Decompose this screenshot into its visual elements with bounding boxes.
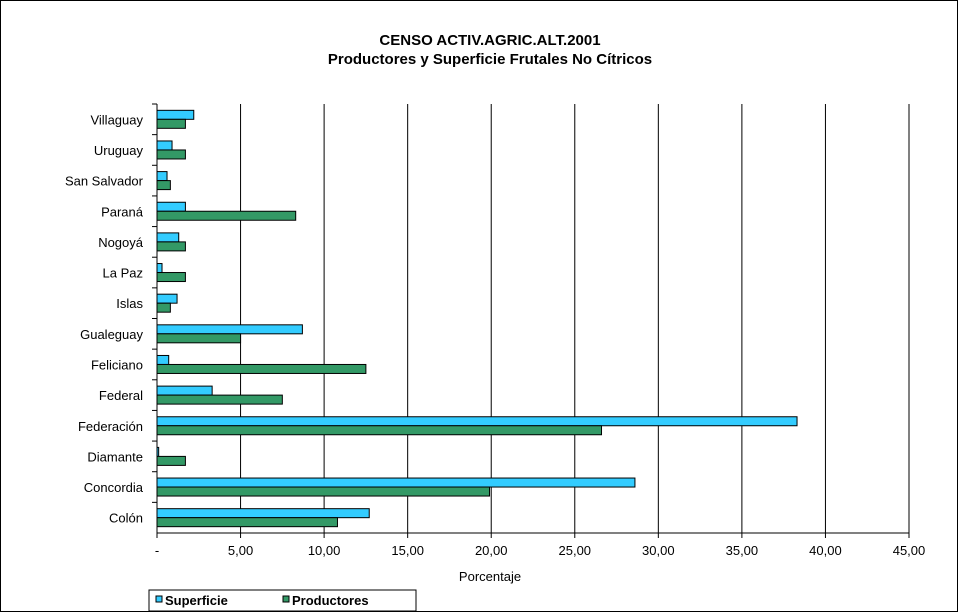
bar-productores-la-paz xyxy=(156,272,186,283)
x-tick-label: 40,00 xyxy=(809,543,842,558)
bar-productores-gualeguay xyxy=(156,333,242,344)
bar-productores-islas xyxy=(156,302,171,313)
bar-productores-villaguay xyxy=(156,118,186,129)
chart-subtitle: Productores y Superficie Frutales No Cít… xyxy=(328,51,652,68)
bar-superficie-diamante xyxy=(156,446,160,457)
bar-productores-parana xyxy=(156,210,297,221)
bar-superficie-parana xyxy=(156,201,186,212)
y-tick-label-uruguay: Uruguay xyxy=(94,143,144,158)
y-tick-label-la-paz: La Paz xyxy=(103,266,143,281)
grid-lines xyxy=(152,103,910,538)
bar-productores-san-salvador xyxy=(156,180,171,191)
y-tick-label-feliciano: Feliciano xyxy=(91,357,143,372)
legend-label-superficie: Superficie xyxy=(165,593,228,608)
y-tick-label-parana: Paraná xyxy=(101,204,144,219)
bar-superficie-la-paz xyxy=(156,263,163,274)
x-tick-label: 30,00 xyxy=(642,543,675,558)
bar-superficie-nogoya xyxy=(156,232,180,243)
y-tick-label-san-salvador: San Salvador xyxy=(65,174,144,189)
y-tick-label-federacion: Federación xyxy=(78,419,143,434)
y-tick-label-islas: Islas xyxy=(116,296,143,311)
bar-superficie-concordia xyxy=(156,477,636,488)
legend-swatch-superficie xyxy=(155,595,163,603)
bar-superficie-federacion xyxy=(156,416,798,427)
bar-superficie-gualeguay xyxy=(156,324,303,335)
y-tick-label-colon: Colón xyxy=(109,511,143,526)
x-tick-label: 45,00 xyxy=(893,543,926,558)
y-tick-label-villaguay: Villaguay xyxy=(90,112,143,127)
y-tick-label-nogoya: Nogoyá xyxy=(98,235,144,250)
bar-productores-nogoya xyxy=(156,241,186,252)
x-tick-labels: - 5,00 10,00 15,00 20,00 25,00 30,00 35,00 40,00… xyxy=(155,543,925,558)
bar-productores-concordia xyxy=(156,486,491,497)
bar-superficie-villaguay xyxy=(156,109,195,120)
bar-superficie-uruguay xyxy=(156,140,173,151)
bar-superficie-colon xyxy=(156,508,370,519)
bar-productores-colon xyxy=(156,517,338,528)
x-tick-label: 35,00 xyxy=(726,543,759,558)
y-tick-label-gualeguay: Gualeguay xyxy=(80,327,143,342)
legend-label-productores: Productores xyxy=(292,593,369,608)
x-axis-label: Porcentaje xyxy=(459,569,521,584)
bar-productores-feliciano xyxy=(156,363,367,374)
bars xyxy=(156,109,798,528)
y-tick-label-concordia: Concordia xyxy=(84,480,144,495)
y-tick-labels: Villaguay Uruguay San Salvador Paraná Nogoyá… xyxy=(65,112,144,525)
bar-superficie-feliciano xyxy=(156,354,170,365)
bar-productores-federacion xyxy=(156,425,603,436)
x-tick-label: 20,00 xyxy=(475,543,508,558)
bar-superficie-islas xyxy=(156,293,178,304)
bar-productores-uruguay xyxy=(156,149,186,160)
y-tick-label-federal: Federal xyxy=(99,388,143,403)
bar-superficie-federal xyxy=(156,385,213,396)
y-tick-label-diamante: Diamante xyxy=(87,449,143,464)
bar-productores-diamante xyxy=(156,455,186,466)
chart-title: CENSO ACTIV.AGRIC.ALT.2001 xyxy=(379,32,600,49)
x-tick-label: - xyxy=(155,543,159,558)
x-tick-label: 10,00 xyxy=(308,543,341,558)
x-tick-label: 5,00 xyxy=(228,543,253,558)
legend: Superficie Productores xyxy=(148,589,417,611)
x-tick-label: 15,00 xyxy=(391,543,424,558)
legend-swatch-productores xyxy=(282,595,290,603)
bar-superficie-san-salvador xyxy=(156,171,168,182)
bar-productores-federal xyxy=(156,394,283,405)
x-tick-label: 25,00 xyxy=(559,543,592,558)
